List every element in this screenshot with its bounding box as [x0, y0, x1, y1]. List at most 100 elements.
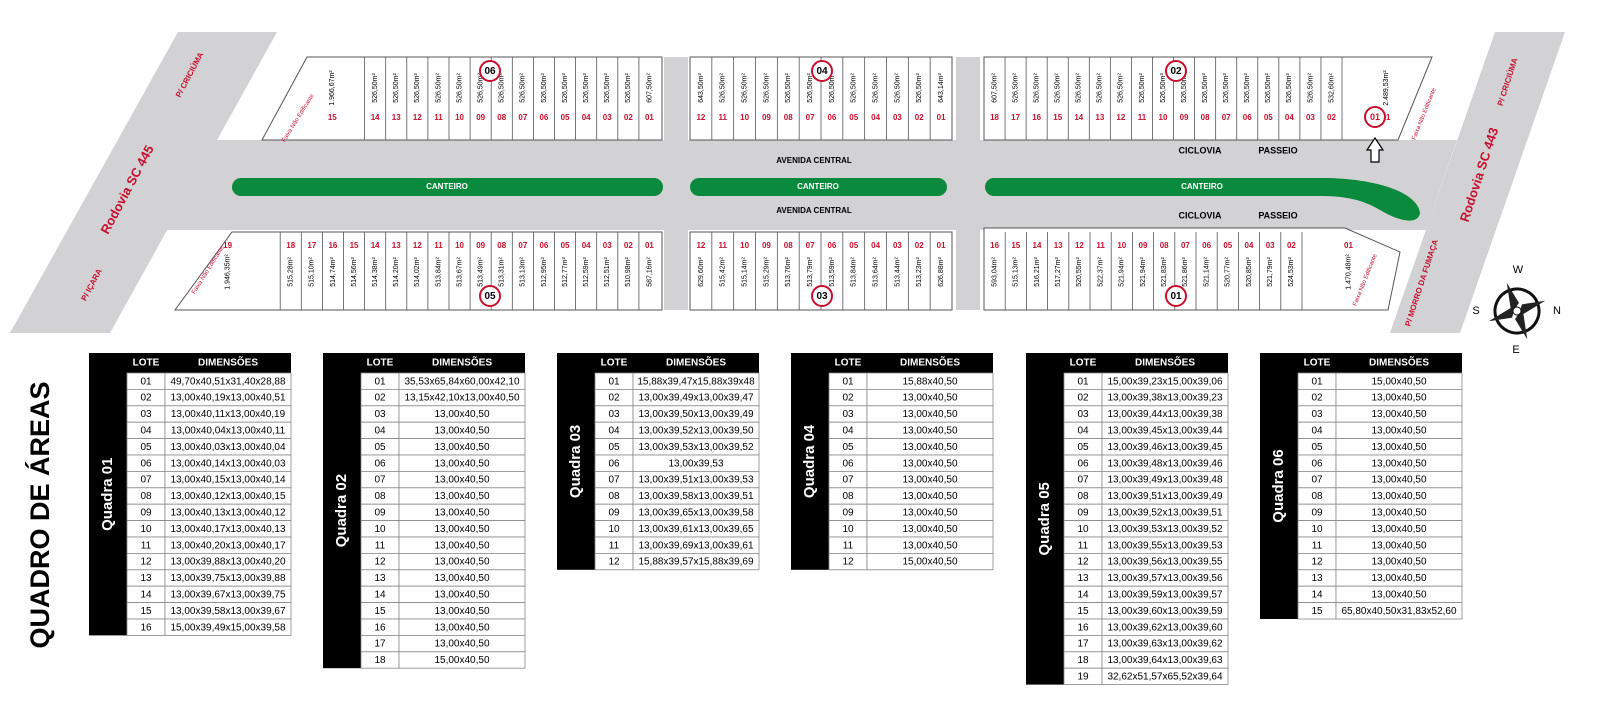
- block-outline: [174, 231, 663, 311]
- lot-id: 07: [1077, 475, 1089, 486]
- lot-area: 526,50m²: [1160, 73, 1167, 103]
- lot-area: 513,49m²: [477, 257, 484, 287]
- lot-number: 07: [806, 113, 815, 122]
- lot-area: 526,50m²: [1076, 73, 1083, 103]
- lot-area: 512,51m²: [604, 257, 611, 287]
- quadra-badge: [1165, 285, 1187, 307]
- lot-area: 513,84m²: [851, 257, 858, 287]
- table-sidebar: [1026, 353, 1064, 685]
- lot-dimensions: 13,00x40,50: [1371, 590, 1426, 601]
- lot-number: 01: [1382, 113, 1391, 122]
- lot-area: 526,50m²: [1097, 73, 1104, 103]
- lot-id: 14: [140, 590, 152, 601]
- lot-number: 01: [645, 241, 654, 250]
- table-title: Quadra 02: [333, 474, 350, 547]
- lot-id: 11: [609, 540, 620, 551]
- table-sidebar: [89, 353, 127, 636]
- lot-number: 09: [476, 241, 485, 250]
- lot-area: 510,98m²: [625, 257, 632, 287]
- compass-center: [1512, 306, 1522, 316]
- lot-number: 12: [1075, 241, 1084, 250]
- lot-dimensions: 13,00x40,15x13,00x40,14: [170, 475, 286, 486]
- column-header: LOTE: [367, 358, 394, 369]
- lot-area: 626,88m²: [938, 257, 945, 287]
- lot-id: 08: [374, 491, 386, 502]
- lot-number: 04: [1245, 241, 1254, 250]
- lot-id: 11: [141, 540, 152, 551]
- table-header: [829, 353, 993, 373]
- lot-dimensions: 13,00x39,88x13,00x40,20: [170, 557, 286, 568]
- lot-number: 14: [371, 241, 380, 250]
- lot-number: 05: [561, 241, 570, 250]
- lot-area: 526,50m²: [763, 73, 770, 103]
- lot-number: 01: [937, 241, 946, 250]
- column-header: DIMENSÕES: [1369, 356, 1429, 369]
- lot-number: 13: [392, 241, 401, 250]
- lot-area: 526,50m²: [785, 73, 792, 103]
- table-cell: [398, 651, 526, 669]
- lot-number: 18: [286, 241, 295, 250]
- lot-id: 04: [1077, 426, 1089, 437]
- lot-dimensions: 13,00x39,38x13,00x39,23: [1107, 393, 1223, 404]
- lot-area: 607,50m²: [646, 73, 653, 103]
- lot-dimensions: 13,00x40,50: [902, 475, 957, 486]
- lot-id: 01: [1311, 376, 1323, 387]
- lot-number: 11: [1096, 241, 1105, 250]
- lot-area: 526,50m²: [1139, 73, 1146, 103]
- lot-id: 17: [1077, 639, 1089, 650]
- lot-id: 01: [374, 376, 386, 387]
- lot-dimensions: 15,88x40,50: [902, 376, 957, 387]
- lot-dimensions: 13,00x40,50: [434, 590, 489, 601]
- quadra-badge: [479, 285, 501, 307]
- lot-dimensions: 15,88x39,47x15,88x39x48: [637, 376, 755, 387]
- lot-area: 521,94m²: [1119, 257, 1126, 287]
- lot-id: 18: [1077, 655, 1089, 666]
- lot-area: 526,50m²: [520, 73, 527, 103]
- column-header: LOTE: [133, 358, 160, 369]
- lot-id: 09: [1311, 508, 1323, 519]
- lot-dimensions: 13,00x40,50: [434, 622, 489, 633]
- lot-area: 526,50m²: [916, 73, 923, 103]
- lot-dimensions: 13,00x40,50: [902, 426, 957, 437]
- avenue-label: AVENIDA CENTRAL: [776, 156, 852, 165]
- lot-area: 513,31m²: [499, 257, 506, 287]
- lot-id: 08: [1077, 491, 1089, 502]
- lot-id: 12: [140, 557, 152, 568]
- lot-area: 514,56m²: [351, 257, 358, 287]
- lot-id: 16: [1077, 622, 1089, 633]
- lot-number: 13: [392, 113, 401, 122]
- lot-id: 04: [842, 426, 854, 437]
- lot-dimensions: 13,00x39,61x13,00x39,65: [638, 524, 754, 535]
- lot-number: 08: [784, 113, 793, 122]
- lot-number: 08: [1160, 241, 1169, 250]
- entrance-arrow: [1365, 136, 1385, 163]
- lot-dimensions: 13,00x40,50: [434, 409, 489, 420]
- table-title: Quadra 05: [1036, 482, 1053, 555]
- lot-dimensions: 13,00x40,50: [1371, 458, 1426, 469]
- lot-area: 520,55m²: [1076, 257, 1083, 287]
- lot-area: 520,77m²: [1225, 257, 1232, 287]
- lot-number: 15: [1011, 241, 1020, 250]
- lot-area: 515,29m²: [763, 257, 770, 287]
- lot-number: 04: [871, 241, 880, 250]
- column-header: LOTE: [835, 358, 862, 369]
- lot-id: 01: [842, 376, 854, 387]
- lot-number: 16: [1032, 113, 1041, 122]
- lot-dimensions: 13,00x40,04x13,00x40,11: [171, 426, 286, 437]
- lot-id: 15: [140, 606, 152, 617]
- lot-number: 03: [1266, 241, 1275, 250]
- lot-area: 513,64m²: [872, 257, 879, 287]
- lot-id: 03: [608, 409, 620, 420]
- lot-dimensions: 13,00x40,13x13,00x40,12: [170, 508, 286, 519]
- lot-id: 06: [1311, 458, 1323, 469]
- lot-dimensions: 13,00x40,50: [434, 524, 489, 535]
- lot-dimensions: 13,00x40,50: [434, 573, 489, 584]
- lot-dimensions: 15,88x39,57x15,88x39,69: [638, 557, 754, 568]
- lot-dimensions: 13,00x39,69x13,00x39,61: [638, 540, 754, 551]
- median-label: CANTEIRO: [1181, 182, 1223, 191]
- lot-area: 593,04m²: [991, 257, 998, 287]
- table-sidebar: [323, 353, 361, 669]
- lot-area: 513,23m²: [916, 257, 923, 287]
- lot-dimensions: 13,00x39,58x13,00x39,67: [170, 606, 286, 617]
- lot-id: 01: [608, 376, 620, 387]
